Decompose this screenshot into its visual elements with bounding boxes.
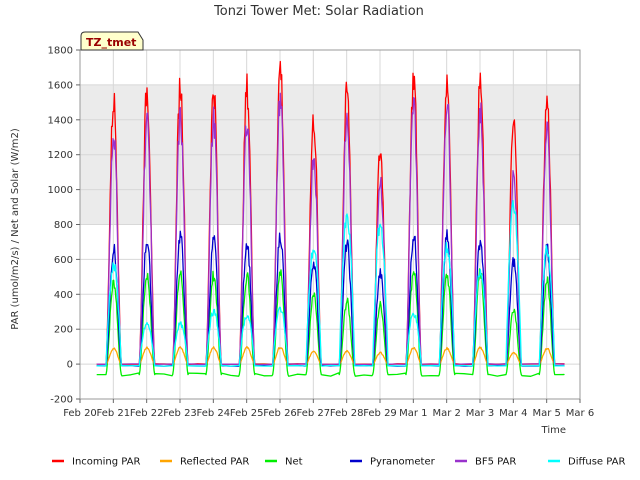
y-tick-label: 600 <box>54 255 73 266</box>
y-tick-label: 200 <box>54 325 73 336</box>
site-badge: TZ_tmet <box>80 31 144 51</box>
y-tick-labels: -200 0 200 400 600 800 1000 1200 1400 1600 1800 <box>48 46 80 406</box>
x-tick-label: Mar 4 <box>499 408 527 419</box>
legend-label: Pyranometer <box>370 457 436 468</box>
legend-item-diffuse-par: Diffuse PAR <box>548 457 625 468</box>
x-tick-label: Mar 6 <box>566 408 594 419</box>
legend-label: BF5 PAR <box>475 457 516 468</box>
x-tick-label: Feb 24 <box>197 408 231 419</box>
x-axis-title: Time <box>541 425 566 436</box>
x-tick-label: Feb 27 <box>297 408 331 419</box>
series-line-diffuse-par <box>96 200 565 367</box>
x-tick-label: Feb 29 <box>363 408 397 419</box>
x-tick-label: Feb 23 <box>163 408 197 419</box>
legend-item-reflected-par: Reflected PAR <box>160 457 249 468</box>
legend-label: Net <box>285 457 303 468</box>
y-tick-label: 800 <box>54 220 73 231</box>
legend: Incoming PAR Reflected PAR Net Pyranometer B… <box>52 457 625 468</box>
x-tick-label: Feb 28 <box>330 408 364 419</box>
y-tick-label: 1000 <box>48 185 73 196</box>
legend-item-pyranometer: Pyranometer <box>350 457 436 468</box>
x-tick-label: Feb 26 <box>263 408 297 419</box>
y-axis-title: PAR (umol/m2/s) / Net and Solar (W/m2) <box>10 128 21 330</box>
x-tick-label: Feb 21 <box>97 408 131 419</box>
y-tick-label: 1400 <box>48 115 73 126</box>
legend-item-net: Net <box>265 457 303 468</box>
legend-label: Reflected PAR <box>180 457 249 468</box>
y-tick-label: -200 <box>50 395 73 406</box>
y-tick-label: 0 <box>67 360 73 371</box>
x-tick-label: Mar 5 <box>532 408 560 419</box>
series-line-net <box>96 268 565 377</box>
y-tick-label: 1200 <box>48 150 73 161</box>
x-tick-label: Feb 20 <box>63 408 97 419</box>
x-tick-label: Feb 22 <box>130 408 164 419</box>
badge-box <box>80 31 144 51</box>
y-tick-label: 1600 <box>48 80 73 91</box>
y-tick-label: 400 <box>54 290 73 301</box>
legend-label: Incoming PAR <box>72 457 141 468</box>
y-tick-label: 1800 <box>48 46 73 57</box>
series-line-bf5-par <box>96 92 565 366</box>
x-tick-label: Mar 2 <box>432 408 460 419</box>
legend-item-bf5-par: BF5 PAR <box>455 457 516 468</box>
series-lines <box>96 60 565 377</box>
x-tick-label: Mar 1 <box>399 408 427 419</box>
legend-label: Diffuse PAR <box>568 457 625 468</box>
x-tick-labels: Feb 20 Feb 21 Feb 22 Feb 23 Feb 24 Feb 25 Feb … <box>63 399 594 419</box>
chart-title: Tonzi Tower Met: Solar Radiation <box>213 4 424 19</box>
x-tick-label: Mar 3 <box>466 408 494 419</box>
legend-item-incoming-par: Incoming PAR <box>52 457 141 468</box>
x-tick-label: Feb 25 <box>230 408 264 419</box>
badge-label: TZ_tmet <box>86 36 136 49</box>
